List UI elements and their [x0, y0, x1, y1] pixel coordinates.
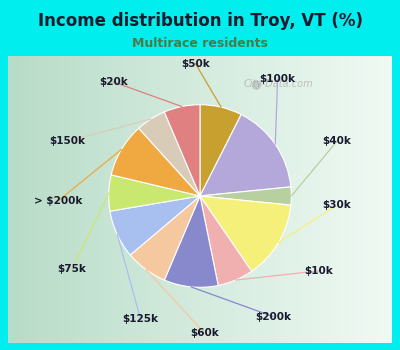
Text: Multirace residents: Multirace residents: [132, 37, 268, 50]
Wedge shape: [164, 105, 200, 196]
Text: $100k: $100k: [260, 74, 296, 84]
Text: Income distribution in Troy, VT (%): Income distribution in Troy, VT (%): [38, 12, 362, 30]
Text: $125k: $125k: [123, 314, 159, 324]
Text: $40k: $40k: [322, 136, 351, 146]
Wedge shape: [111, 128, 200, 196]
Text: $30k: $30k: [322, 200, 351, 210]
Wedge shape: [200, 105, 241, 196]
Text: ●: ●: [250, 77, 262, 91]
Text: > $200k: > $200k: [34, 196, 83, 205]
Text: $50k: $50k: [181, 58, 210, 69]
Text: $10k: $10k: [304, 266, 333, 276]
Wedge shape: [200, 196, 252, 286]
Wedge shape: [139, 112, 200, 196]
Wedge shape: [200, 196, 291, 271]
Text: $20k: $20k: [99, 77, 128, 87]
Wedge shape: [200, 187, 291, 205]
Wedge shape: [109, 175, 200, 211]
Text: $200k: $200k: [255, 312, 291, 322]
Text: $150k: $150k: [50, 136, 86, 146]
Wedge shape: [200, 114, 291, 196]
Wedge shape: [110, 196, 200, 255]
Text: $75k: $75k: [58, 264, 87, 274]
Text: $60k: $60k: [190, 328, 219, 338]
Text: City-Data.com: City-Data.com: [244, 79, 313, 89]
Wedge shape: [130, 196, 200, 280]
Wedge shape: [164, 196, 218, 287]
